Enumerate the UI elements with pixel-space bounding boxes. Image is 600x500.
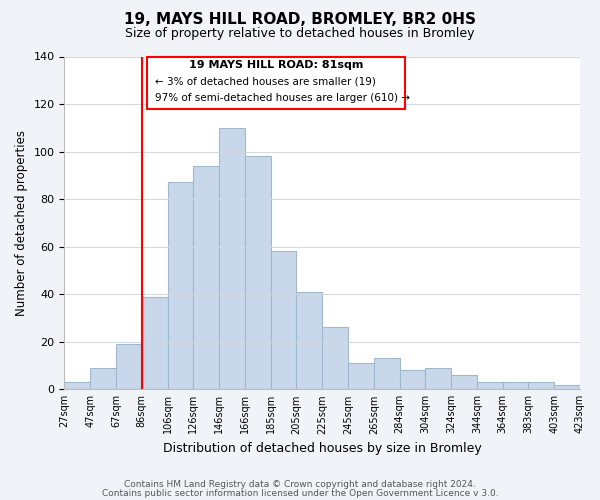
Text: 97% of semi-detached houses are larger (610) →: 97% of semi-detached houses are larger (… xyxy=(155,94,410,104)
Bar xyxy=(400,370,425,390)
Bar xyxy=(219,128,245,390)
Bar xyxy=(245,156,271,390)
Bar xyxy=(425,368,451,390)
Bar xyxy=(64,382,90,390)
Bar xyxy=(374,358,400,390)
Text: Contains public sector information licensed under the Open Government Licence v : Contains public sector information licen… xyxy=(101,488,499,498)
Text: 19, MAYS HILL ROAD, BROMLEY, BR2 0HS: 19, MAYS HILL ROAD, BROMLEY, BR2 0HS xyxy=(124,12,476,28)
Text: ← 3% of detached houses are smaller (19): ← 3% of detached houses are smaller (19) xyxy=(155,76,376,86)
Text: 19 MAYS HILL ROAD: 81sqm: 19 MAYS HILL ROAD: 81sqm xyxy=(188,60,363,70)
Bar xyxy=(529,382,554,390)
Bar xyxy=(503,382,529,390)
Y-axis label: Number of detached properties: Number of detached properties xyxy=(15,130,28,316)
Bar xyxy=(477,382,503,390)
Bar xyxy=(193,166,219,390)
Bar xyxy=(167,182,193,390)
Text: Size of property relative to detached houses in Bromley: Size of property relative to detached ho… xyxy=(125,28,475,40)
Bar xyxy=(451,375,477,390)
Bar xyxy=(271,252,296,390)
Bar xyxy=(554,384,580,390)
Bar xyxy=(142,296,167,390)
Bar xyxy=(116,344,142,390)
Bar xyxy=(322,328,348,390)
Bar xyxy=(90,368,116,390)
X-axis label: Distribution of detached houses by size in Bromley: Distribution of detached houses by size … xyxy=(163,442,482,455)
Bar xyxy=(296,292,322,390)
Bar xyxy=(348,363,374,390)
FancyBboxPatch shape xyxy=(147,56,404,109)
Text: Contains HM Land Registry data © Crown copyright and database right 2024.: Contains HM Land Registry data © Crown c… xyxy=(124,480,476,489)
